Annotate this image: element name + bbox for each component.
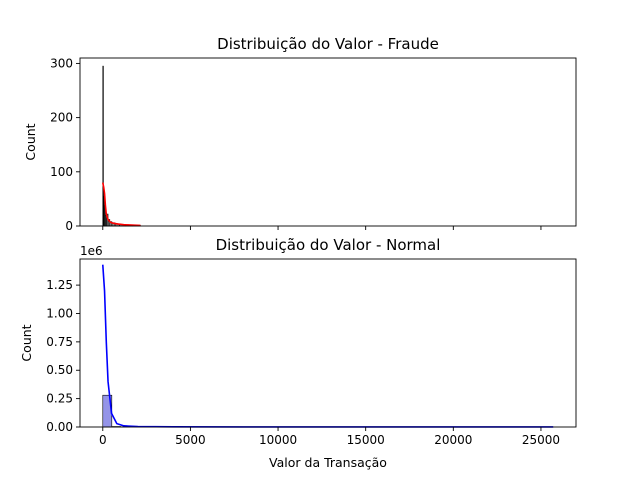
normal-y-offset-text: 1e6	[80, 244, 103, 258]
fraud-y-tick-label: 300	[50, 56, 73, 70]
normal-kde-line	[101, 264, 554, 428]
normal-chart-title: Distribuição do Valor - Normal	[216, 236, 441, 254]
fraud-axes-frame	[79, 57, 577, 227]
normal-x-tick-label: 15000	[347, 433, 385, 447]
normal-x-tick-label: 10000	[259, 433, 297, 447]
normal-y-tick-label: 0.75	[46, 335, 73, 349]
fraud-chart: Distribuição do Valor - Fraude 0 100 200 30…	[23, 35, 577, 233]
fraud-chart-title: Distribuição do Valor - Fraude	[217, 35, 439, 53]
normal-y-tick-label: 1.25	[46, 278, 73, 292]
normal-x-tick-label: 25000	[522, 433, 560, 447]
normal-x-tick-label: 0	[99, 433, 107, 447]
fraud-y-tick-label: 200	[50, 111, 73, 125]
normal-y-tick-label: 0.25	[46, 392, 73, 406]
normal-x-axis-label: Valor da Transação	[269, 455, 387, 470]
normal-y-tick-label: 1.00	[46, 306, 73, 320]
normal-y-tick-label: 0.50	[46, 363, 73, 377]
fraud-kde-line	[101, 182, 141, 227]
fraud-y-tick-label: 100	[50, 165, 73, 179]
normal-x-tick-label: 20000	[434, 433, 472, 447]
normal-y-tick-label: 0.00	[46, 420, 73, 434]
normal-y-axis-label: Count	[19, 324, 34, 361]
fraud-y-axis-label: Count	[23, 123, 38, 160]
fraud-y-tick-label: 0	[65, 219, 73, 233]
normal-chart: Distribuição do Valor - Normal 1e6 0.00 0…	[19, 236, 577, 470]
normal-axes-frame	[79, 258, 577, 428]
normal-x-tick-label: 5000	[175, 433, 206, 447]
